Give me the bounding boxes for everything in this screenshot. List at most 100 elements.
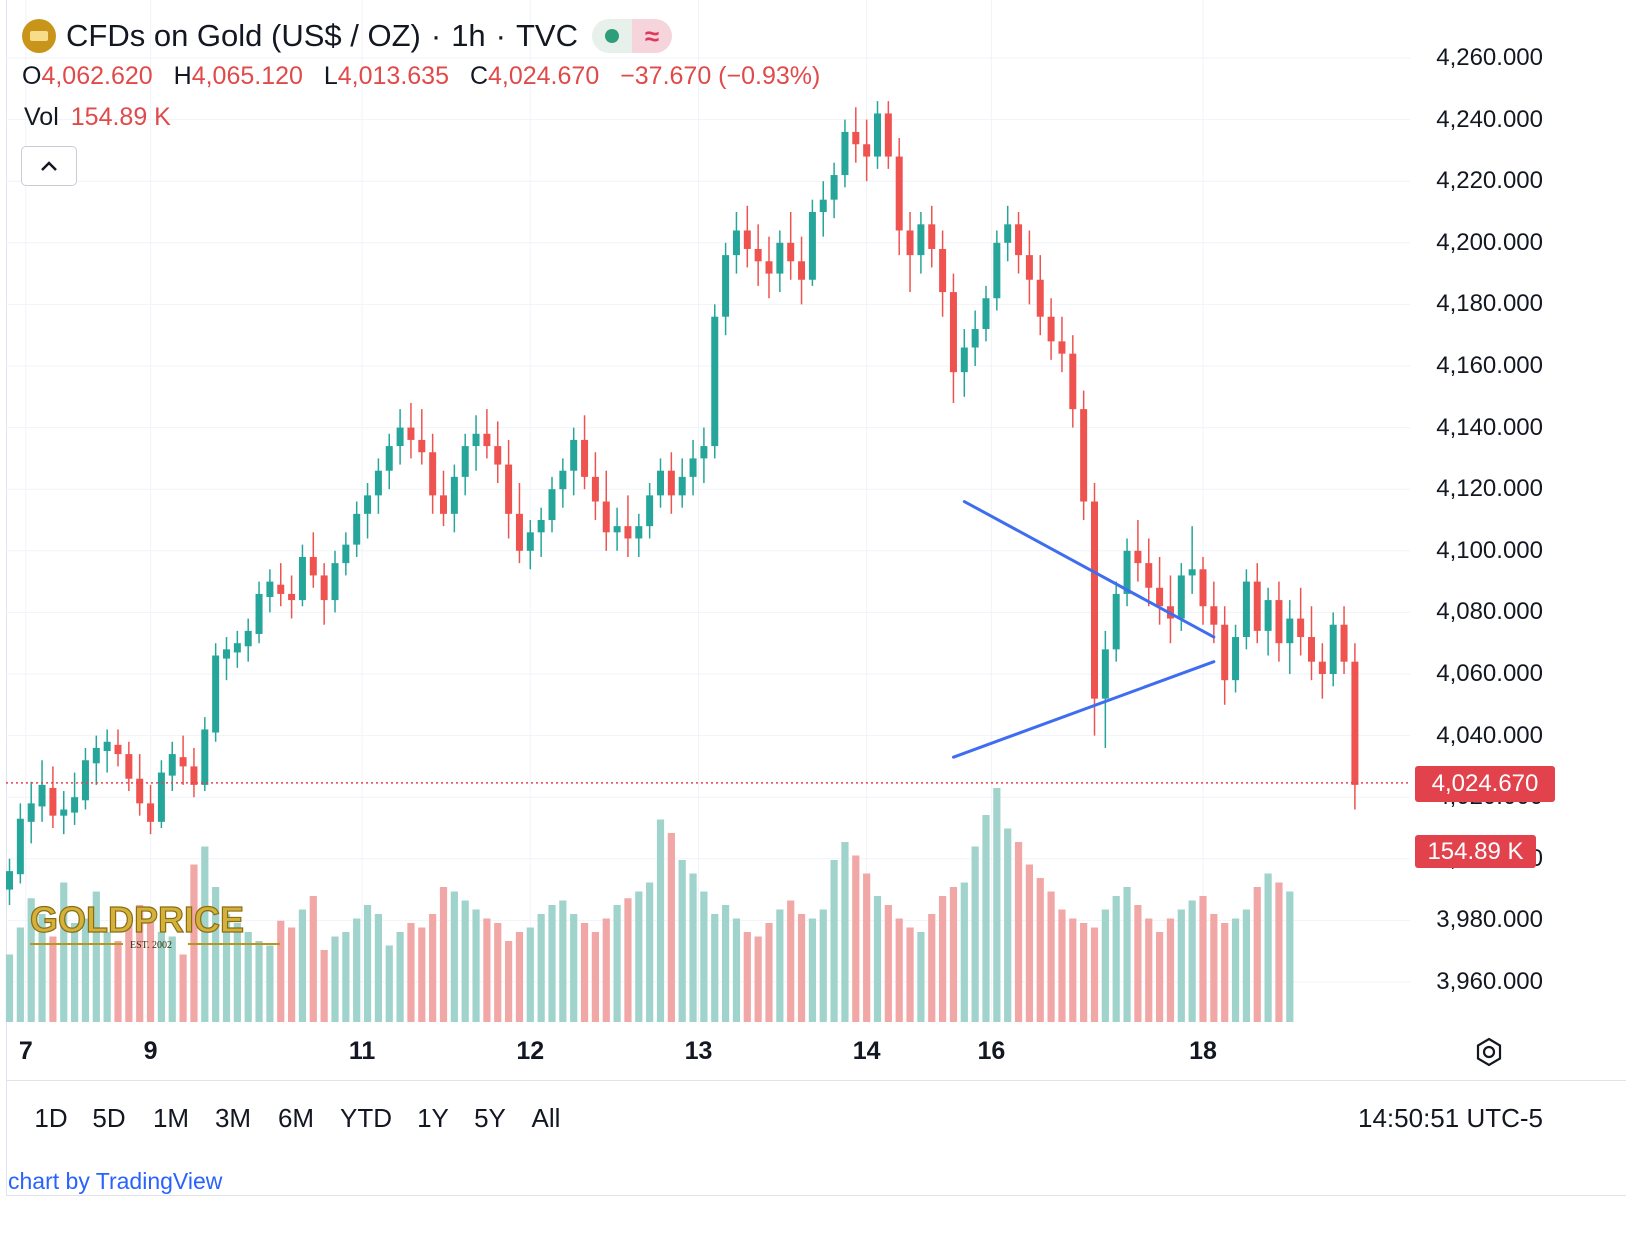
symbol-name: CFDs on Gold (US$ / OZ) [66, 18, 421, 53]
symbol-header[interactable]: CFDs on Gold (US$ / OZ) · 1h · TVC ≈ [22, 14, 672, 58]
attribution-link[interactable]: chart by TradingView [8, 1168, 223, 1194]
candle-body [190, 766, 198, 785]
candle-body [147, 803, 155, 822]
candle-body [71, 797, 79, 813]
volume-bar [49, 936, 57, 1022]
price-tick-label: 3,980.000 [1436, 906, 1543, 934]
market-status-icon[interactable] [592, 19, 632, 53]
volume-bar [233, 923, 241, 1022]
candle-body [1080, 409, 1088, 502]
volume-bar [667, 833, 675, 1022]
volume-bar [363, 905, 372, 1022]
range-button-1y[interactable]: 1Y [417, 1103, 449, 1133]
price-tick-label: 4,080.000 [1436, 598, 1543, 626]
candle-body [765, 261, 773, 274]
candle-body [917, 224, 925, 256]
trendlines [951, 500, 1216, 759]
candle-body [1232, 637, 1240, 681]
candle-body [494, 446, 502, 465]
volume-value: 154.89 K [70, 103, 171, 131]
volume-bar [1090, 927, 1099, 1022]
candle-body [277, 584, 285, 594]
low-key: L [323, 62, 338, 90]
range-button-1d[interactable]: 1D [34, 1103, 68, 1133]
volume-bar [722, 905, 730, 1022]
candle-body [1004, 224, 1012, 243]
candle-body [407, 427, 415, 440]
volume-bar [385, 945, 393, 1022]
candle-body [1318, 661, 1326, 674]
candle-body [6, 871, 13, 890]
range-button-5d[interactable]: 5D [92, 1103, 126, 1133]
volume-bar [439, 887, 448, 1022]
candle-body [396, 427, 404, 447]
range-button-6m[interactable]: 6M [277, 1103, 315, 1133]
volume-bar [863, 873, 871, 1022]
candle-body [1253, 581, 1261, 631]
volume-bar [1286, 891, 1294, 1022]
volume-bar [797, 914, 806, 1022]
volume-bar [776, 909, 784, 1022]
candle-body [212, 655, 220, 733]
last-price-tag: 4,024.670 [1415, 766, 1555, 802]
candle-body [602, 501, 610, 533]
volume-bar [266, 945, 274, 1022]
volume-bar [548, 905, 556, 1022]
price-tick-label: 4,260.000 [1436, 44, 1543, 71]
range-button-all[interactable]: All [531, 1103, 561, 1133]
candle-body [364, 495, 372, 514]
goldprice-watermark: GOLDPRICE EST. 2002 [28, 898, 288, 960]
gear-icon[interactable] [1473, 1036, 1505, 1068]
volume-bar [678, 860, 686, 1022]
range-button-1m[interactable]: 1M [152, 1103, 190, 1133]
candle-body [711, 316, 719, 447]
candle-body [678, 476, 686, 496]
price-tick-label: 4,060.000 [1436, 660, 1543, 687]
volume-bar [906, 927, 914, 1022]
volume-bar [1221, 923, 1229, 1022]
time-tick-label: 13 [684, 1037, 713, 1065]
volume-bar [515, 932, 524, 1022]
candle-body [537, 520, 545, 533]
range-button-ytd[interactable]: YTD [340, 1103, 392, 1133]
volume-bar [689, 873, 697, 1022]
candle-body [591, 476, 599, 502]
price-chart[interactable] [0, 0, 1626, 1080]
volume-legend: Vol 154.89 K [24, 103, 171, 132]
volume-bar [808, 918, 816, 1022]
price-tick-label: 4,160.000 [1436, 352, 1543, 379]
open-key: O [22, 62, 42, 90]
candle-body [863, 144, 871, 157]
candle-body [233, 643, 241, 653]
price-tick-label: 4,200.000 [1436, 228, 1543, 256]
price-tick-label: 4,140.000 [1436, 413, 1543, 441]
candle-body [255, 593, 263, 634]
volume-bar [179, 954, 187, 1022]
delay-icon[interactable]: ≈ [632, 19, 672, 53]
volume-bar [288, 927, 296, 1022]
volume-bar [1080, 923, 1088, 1022]
collapse-legend-button[interactable] [21, 146, 77, 186]
time-tick-label: 9 [143, 1037, 158, 1065]
candle-body [1221, 624, 1229, 681]
volume-bar [591, 932, 599, 1022]
clock[interactable]: 14:50:51 UTC-5 [1358, 1103, 1543, 1133]
volume-bar [505, 941, 513, 1022]
volume-bar [939, 896, 947, 1022]
candle-body [309, 556, 317, 576]
candle-body [852, 131, 860, 145]
candle-body [472, 433, 480, 447]
candle-body [613, 526, 621, 533]
candle-body [125, 754, 133, 779]
candle-body [157, 772, 165, 822]
lower-trendline [951, 660, 1216, 759]
range-button-5y[interactable]: 5Y [474, 1103, 506, 1133]
volume-bar [1025, 864, 1033, 1022]
volume-bar [1014, 842, 1023, 1022]
interval-label: 1h [451, 18, 486, 53]
range-button-3m[interactable]: 3M [214, 1103, 252, 1133]
volume-bar [320, 950, 328, 1022]
candle-body [450, 476, 458, 514]
status-pill[interactable]: ≈ [592, 19, 672, 53]
candle-body [1275, 600, 1283, 644]
